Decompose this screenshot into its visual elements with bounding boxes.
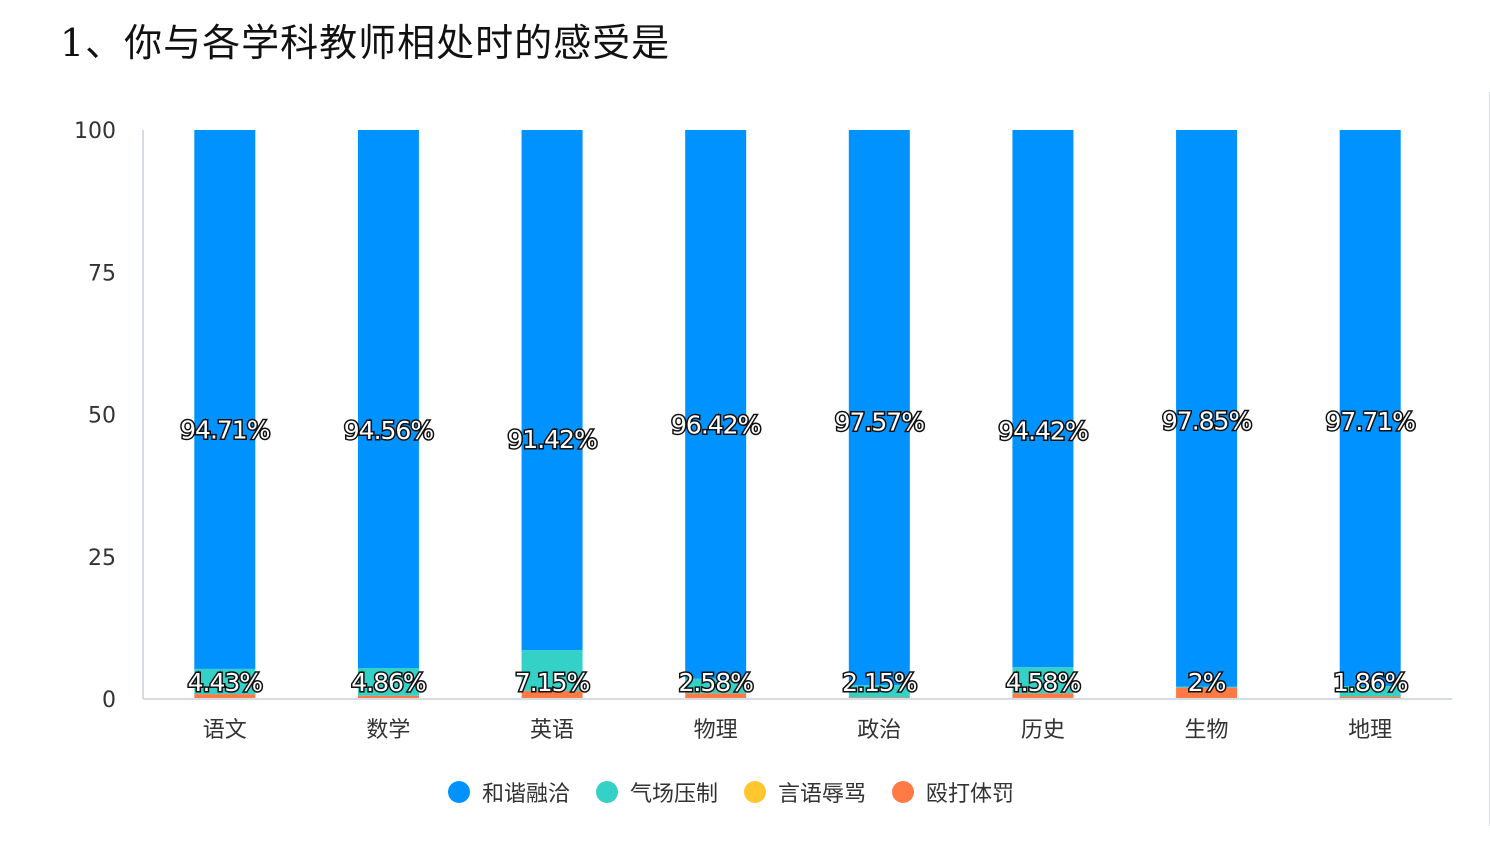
- bar-segment[interactable]: [848, 685, 910, 698]
- legend-item-1[interactable]: 气场压制: [596, 776, 718, 808]
- bar-segment[interactable]: [1176, 687, 1238, 699]
- bar-segment[interactable]: [521, 690, 583, 699]
- bar-segment[interactable]: [848, 130, 910, 686]
- data-label-top: 96.42%: [671, 411, 761, 440]
- legend-swatch-icon: [596, 781, 619, 803]
- x-tick-label: 物理: [694, 718, 738, 743]
- x-tick-label: 数学: [366, 718, 410, 743]
- legend-label: 言语辱骂: [778, 782, 867, 807]
- y-tick-label: 0: [102, 688, 116, 713]
- bar-segment[interactable]: [1339, 685, 1401, 697]
- x-tick-label: 政治: [857, 718, 901, 743]
- bar-segment[interactable]: [1012, 130, 1074, 668]
- data-label-top: 91.42%: [507, 425, 597, 454]
- bar-segment[interactable]: [357, 695, 419, 699]
- x-tick-label: 英语: [530, 718, 574, 743]
- data-label-bottom: 2.15%: [842, 668, 917, 697]
- data-label-top: 94.71%: [180, 416, 270, 445]
- x-axis: 语文 数学 英语 物理 政治 历史 生物 地理: [143, 698, 1452, 743]
- data-label-bottom: 7.15%: [515, 668, 590, 697]
- x-tick-label: 生物: [1185, 718, 1229, 743]
- bar-segment[interactable]: [1339, 696, 1401, 699]
- data-label-top: 94.42%: [998, 416, 1088, 445]
- x-tick-label: 语文: [203, 718, 247, 743]
- legend-label: 殴打体罚: [926, 782, 1015, 807]
- data-label-bottom: 4.86%: [351, 668, 426, 697]
- legend-item-3[interactable]: 殴打体罚: [892, 776, 1014, 808]
- bar-segment[interactable]: [685, 678, 747, 694]
- data-label-bottom: 4.43%: [188, 668, 263, 697]
- data-label-bottom: 2%: [1188, 668, 1226, 697]
- legend-item-0[interactable]: 和谐融洽: [448, 776, 570, 808]
- data-label-top: 97.71%: [1326, 407, 1416, 436]
- legend-item-2[interactable]: 言语辱骂: [744, 776, 866, 808]
- bar-segment[interactable]: [1176, 686, 1238, 688]
- bar-segment[interactable]: [521, 650, 583, 691]
- y-axis: 0 25 50 75 100: [74, 119, 144, 713]
- bar-stacks: [194, 130, 1401, 699]
- legend-swatch-icon: [448, 781, 470, 803]
- y-tick-label: 100: [74, 119, 116, 144]
- legend-label: 和谐融洽: [482, 782, 571, 807]
- data-label-bottom: 4.58%: [1006, 668, 1081, 697]
- data-label-bottom: 1.86%: [1333, 668, 1408, 697]
- bar-segment[interactable]: [1012, 667, 1074, 694]
- y-tick-label: 75: [88, 261, 116, 286]
- bar-segment[interactable]: [521, 130, 583, 651]
- legend-swatch-icon: [892, 781, 915, 803]
- bar-segment[interactable]: [685, 693, 747, 699]
- legend: 和谐融洽 气场压制 言语辱骂 殴打体罚: [448, 774, 1014, 810]
- data-label-top: 97.85%: [1162, 407, 1252, 436]
- bar-segment[interactable]: [194, 694, 256, 699]
- y-tick-label: 50: [88, 404, 116, 429]
- y-tick-label: 25: [88, 546, 116, 571]
- bar-segment[interactable]: [357, 668, 419, 696]
- data-label-top: 97.57%: [835, 407, 925, 436]
- legend-label: 气场压制: [630, 782, 719, 807]
- data-label-top: 94.56%: [344, 416, 434, 445]
- x-tick-label: 历史: [1021, 718, 1065, 743]
- bar-segment[interactable]: [1176, 130, 1238, 687]
- data-label-bottom: 2.58%: [678, 668, 753, 697]
- bar-segment[interactable]: [357, 130, 419, 669]
- page-title: 1、你与各学科教师相处时的感受是: [60, 21, 671, 65]
- bar-segment[interactable]: [685, 130, 747, 679]
- bar-segment[interactable]: [1339, 130, 1401, 686]
- x-tick-label: 地理: [1348, 718, 1392, 743]
- bar-segment[interactable]: [1012, 693, 1074, 699]
- legend-swatch-icon: [744, 781, 767, 803]
- bar-segment[interactable]: [194, 668, 256, 695]
- bar-segment[interactable]: [194, 130, 256, 669]
- data-labels: 94.71% 4.43% 94.56% 4.86% 91.42% 7.15% 96.42% 2…: [179, 405, 1418, 698]
